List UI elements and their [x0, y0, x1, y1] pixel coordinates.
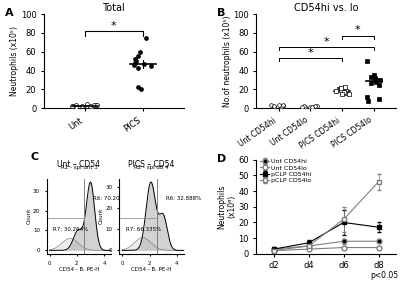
Point — [87, 104, 93, 109]
Point — [136, 49, 143, 54]
Point — [342, 85, 349, 90]
Point — [280, 103, 286, 107]
Point — [84, 103, 90, 108]
Point — [93, 103, 100, 107]
Y-axis label: Neutrophils (x10⁵): Neutrophils (x10⁵) — [10, 26, 19, 96]
Point — [69, 103, 76, 108]
Point — [271, 105, 277, 109]
Point — [91, 103, 97, 107]
Point — [336, 87, 342, 92]
Point — [132, 57, 138, 61]
Point — [270, 104, 277, 109]
Point — [268, 103, 274, 107]
Point — [372, 78, 379, 82]
Point — [314, 104, 321, 109]
Point — [342, 91, 348, 95]
Point — [78, 104, 85, 109]
Point — [135, 54, 141, 59]
Text: *: * — [308, 48, 313, 58]
Point — [377, 78, 384, 82]
Point — [310, 104, 316, 109]
Point — [338, 86, 344, 91]
Point — [300, 104, 307, 109]
Text: *: * — [323, 37, 329, 47]
Point — [371, 73, 377, 78]
Text: D: D — [217, 154, 226, 164]
Point — [70, 104, 77, 109]
Point — [73, 105, 79, 109]
Y-axis label: No.of neutrophils (x10⁵): No.of neutrophils (x10⁵) — [222, 15, 232, 107]
Point — [302, 105, 308, 109]
Point — [342, 89, 349, 93]
Text: *: * — [355, 25, 361, 35]
Point — [364, 98, 371, 103]
Legend: Unt CD54hi, Unt CD54lo, pCLP CD54hi, pCLP CD54lo: Unt CD54hi, Unt CD54lo, pCLP CD54hi, pCL… — [260, 158, 312, 184]
Point — [372, 76, 378, 80]
Point — [148, 63, 155, 68]
Text: *: * — [111, 21, 117, 30]
Point — [309, 105, 315, 109]
Point — [132, 59, 139, 63]
Point — [337, 87, 343, 92]
Point — [84, 102, 90, 107]
Point — [340, 90, 346, 94]
Point — [341, 90, 347, 94]
Point — [275, 103, 282, 107]
Point — [368, 75, 374, 79]
Point — [312, 104, 318, 109]
Point — [373, 80, 379, 84]
Point — [299, 105, 306, 109]
Point — [376, 96, 382, 101]
Point — [280, 104, 286, 109]
Point — [376, 82, 382, 87]
Point — [339, 92, 346, 96]
Point — [130, 63, 137, 67]
Text: B: B — [217, 8, 226, 18]
Text: p<0.05: p<0.05 — [371, 271, 399, 280]
Title: Total: Total — [102, 3, 125, 13]
Point — [278, 104, 284, 109]
Point — [138, 87, 144, 92]
Y-axis label: Neutrophils
(x10⁶): Neutrophils (x10⁶) — [217, 185, 237, 229]
Point — [346, 92, 352, 96]
Point — [307, 104, 314, 109]
Point — [140, 62, 147, 66]
Point — [88, 104, 94, 109]
Point — [363, 94, 370, 99]
Point — [73, 103, 79, 107]
Point — [338, 88, 344, 92]
Text: A: A — [5, 8, 14, 18]
Text: C: C — [30, 152, 38, 162]
Point — [134, 65, 141, 70]
Point — [94, 103, 100, 107]
Point — [364, 59, 370, 63]
Point — [333, 89, 340, 93]
Point — [279, 103, 286, 108]
Title: CD54hi vs. lo: CD54hi vs. lo — [294, 3, 358, 13]
Point — [132, 61, 138, 65]
Point — [134, 85, 141, 90]
Point — [368, 80, 374, 85]
Point — [143, 35, 149, 40]
